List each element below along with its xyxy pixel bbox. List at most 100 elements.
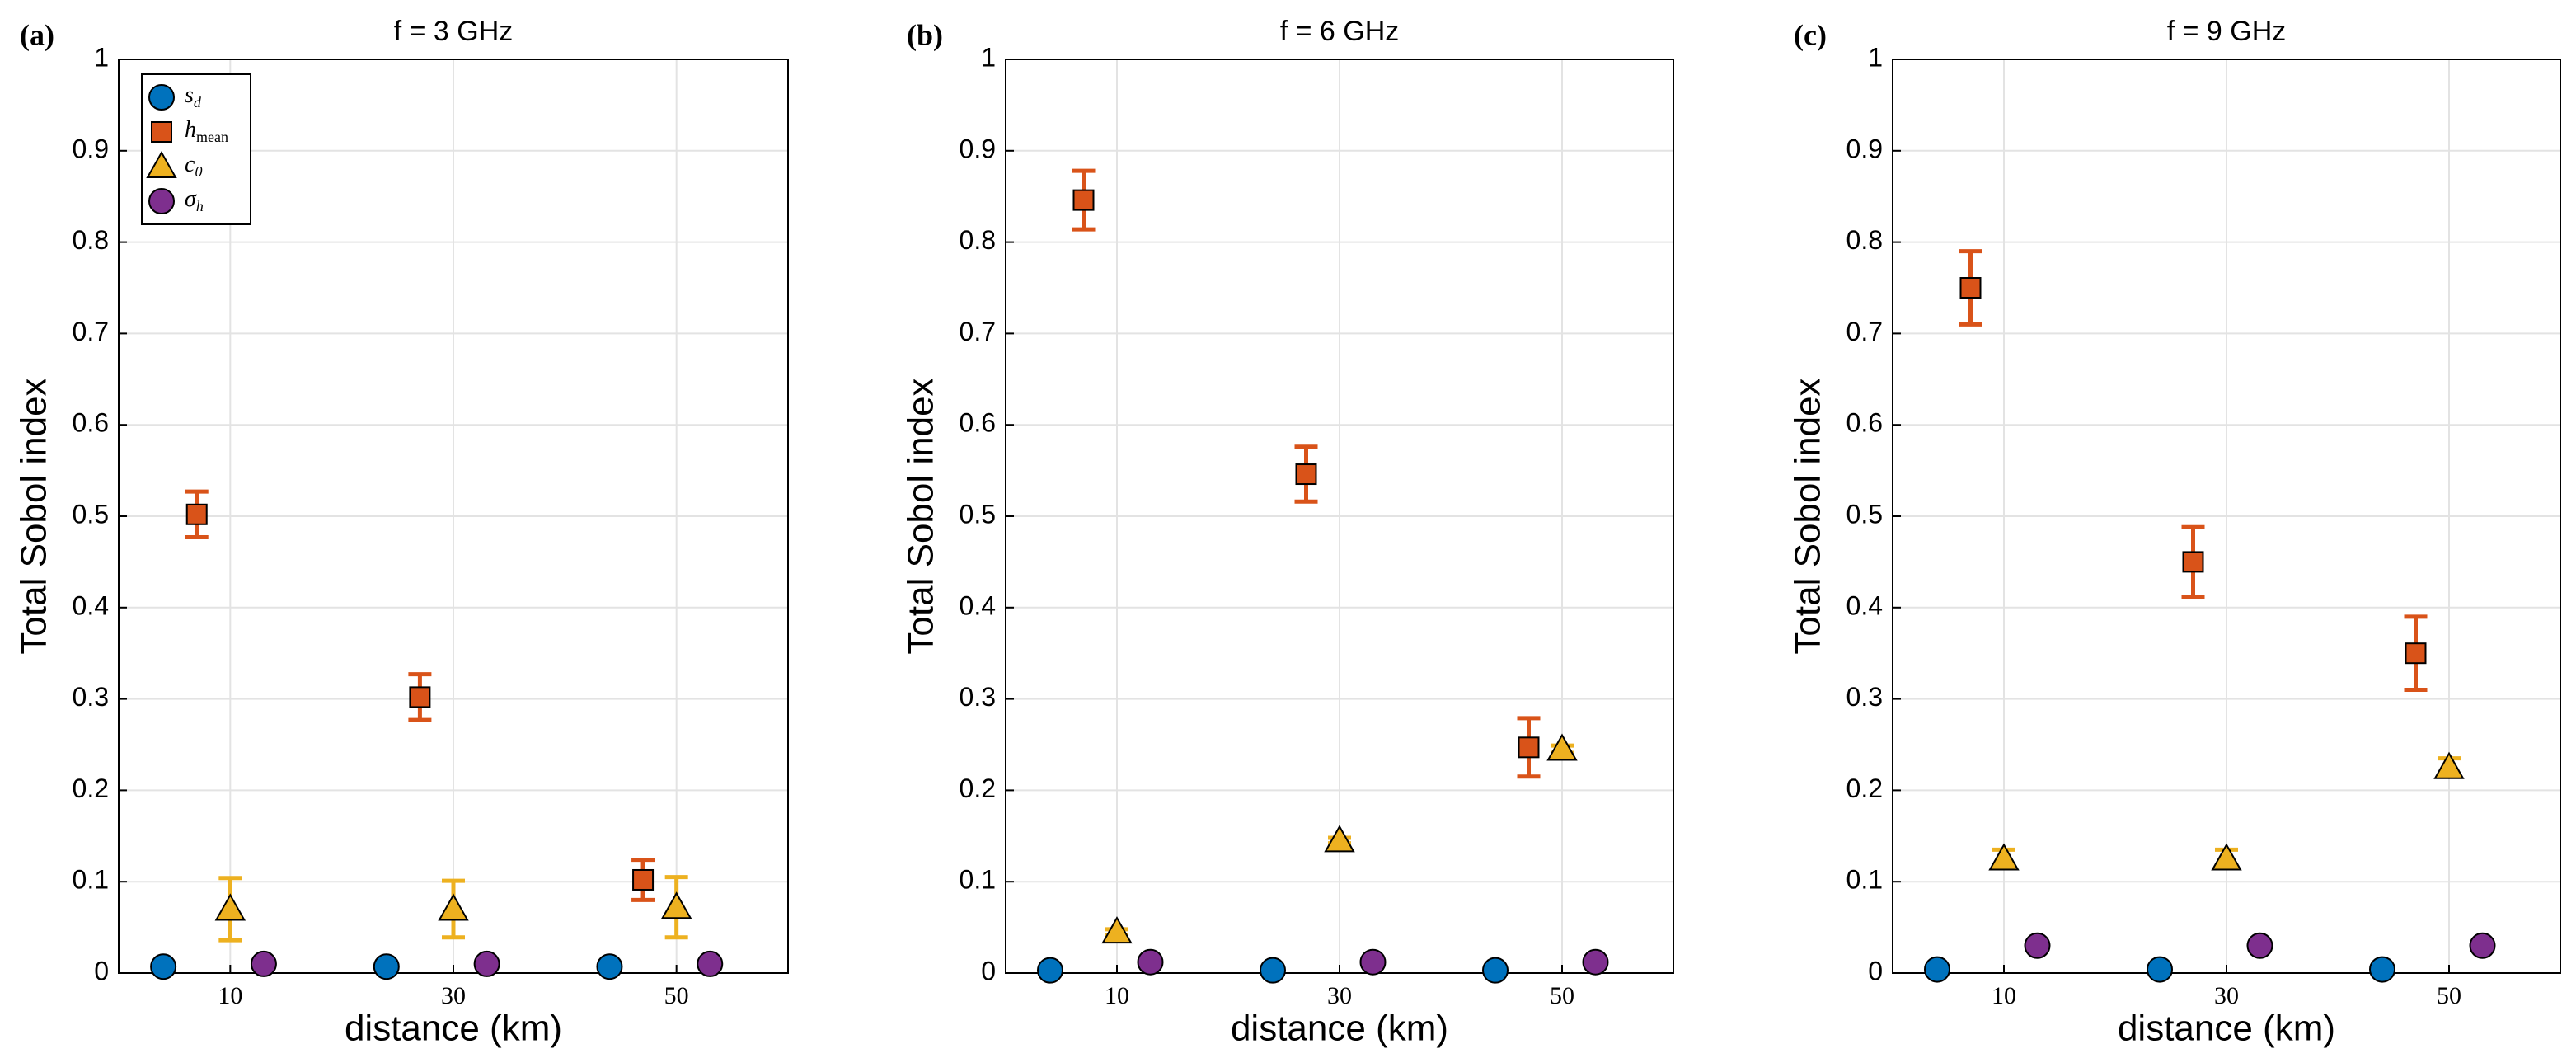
marker-triangle <box>2433 751 2465 779</box>
marker-triangle <box>660 891 692 919</box>
y-tick-label: 0.5 <box>960 499 996 529</box>
axes-box <box>1892 59 2561 974</box>
legend-name: s <box>185 82 194 108</box>
panel-label: (a) <box>20 18 54 51</box>
x-tick-label: 10 <box>1105 982 1129 1009</box>
marker-square <box>185 503 208 525</box>
x-tick-label: 50 <box>1550 982 1574 1009</box>
legend-subscript: d <box>194 94 202 111</box>
marker-circle <box>1359 948 1387 976</box>
marker-square <box>1072 189 1095 211</box>
y-tick-label: 0.3 <box>960 682 996 712</box>
x-axis-label: distance (km) <box>345 1009 562 1049</box>
marker-square <box>2405 642 2427 665</box>
y-tick-label: 0.4 <box>960 590 996 620</box>
marker-circle <box>1137 948 1164 976</box>
y-tick-label: 1 <box>94 42 109 72</box>
legend-label: hmean <box>185 117 228 145</box>
x-tick-label: 30 <box>1327 982 1352 1009</box>
y-axis-label: Total Sobol index <box>1788 378 1828 654</box>
y-tick-label: 0.1 <box>1846 865 1883 895</box>
y-axis-label: Total Sobol index <box>14 378 54 654</box>
x-axis-label: distance (km) <box>1231 1009 1448 1049</box>
y-tick-label: 0.4 <box>73 590 109 620</box>
marker-square <box>1959 277 1982 299</box>
y-tick-label: 0.7 <box>960 317 996 346</box>
y-tick-label: 0 <box>94 956 109 985</box>
y-tick-label: 0.6 <box>73 408 109 438</box>
marker-triangle <box>438 893 469 921</box>
x-tick-label: 10 <box>218 982 242 1009</box>
panel: 0 0.1 0.2 0.3 0.4 0.5 0.6 0.7 0.8 0.9 1 10 30 50 f = 9… <box>1788 16 2561 1049</box>
marker-circle <box>473 950 500 977</box>
marker-triangle <box>146 150 177 178</box>
marker-circle <box>697 950 724 977</box>
marker-circle <box>373 953 400 980</box>
marker-circle <box>2246 932 2273 959</box>
marker-circle <box>596 953 623 980</box>
marker-square <box>409 686 431 708</box>
axes-box <box>118 59 789 974</box>
marker-triangle <box>2211 843 2242 871</box>
marker-triangle <box>1101 916 1133 944</box>
x-tick-label: 50 <box>2437 982 2461 1009</box>
y-tick-label: 0.6 <box>1846 408 1883 438</box>
marker-circle <box>1582 948 1609 976</box>
marker-square <box>632 868 655 891</box>
marker-square <box>1295 463 1317 486</box>
legend-name: σ <box>185 186 197 212</box>
marker-circle <box>1037 957 1063 984</box>
marker-triangle <box>1988 843 2020 871</box>
y-tick-label: 0.2 <box>960 774 996 803</box>
marker-square <box>2182 551 2204 573</box>
legend-subscript: 0 <box>195 163 202 180</box>
y-tick-label: 0.9 <box>960 134 996 163</box>
marker-square <box>151 121 172 143</box>
y-tick-label: 0.5 <box>73 499 109 529</box>
y-tick-label: 0.5 <box>1846 499 1883 529</box>
panel: 0 0.1 0.2 0.3 0.4 0.5 0.6 0.7 0.8 0.9 1 10 30 50 f = 6… <box>901 16 1674 1049</box>
y-tick-label: 0.3 <box>73 682 109 712</box>
marker-circle <box>148 188 175 214</box>
y-tick-label: 0.6 <box>960 408 996 438</box>
marker-circle <box>148 84 175 111</box>
marker-circle <box>2024 932 2051 959</box>
chart-title: f = 9 GHz <box>2167 16 2287 47</box>
legend-subscript: mean <box>196 129 228 145</box>
chart-title: f = 3 GHz <box>394 16 514 47</box>
y-tick-label: 0.8 <box>73 225 109 255</box>
y-tick-label: 0.2 <box>73 774 109 803</box>
x-tick-label: 30 <box>2214 982 2239 1009</box>
y-tick-label: 0.9 <box>1846 134 1883 163</box>
y-tick-label: 0 <box>981 956 996 985</box>
y-tick-label: 0 <box>1868 956 1883 985</box>
panel: 0 0.1 0.2 0.3 0.4 0.5 0.6 0.7 0.8 0.9 1 10 30 50 f = 3… <box>14 16 789 1049</box>
marker-circle <box>1482 957 1509 984</box>
legend-label: c0 <box>185 152 202 180</box>
x-tick-label: 30 <box>441 982 466 1009</box>
axes-box <box>1005 59 1674 974</box>
chart-title: f = 6 GHz <box>1280 16 1400 47</box>
marker-triangle <box>1546 733 1578 761</box>
legend-subscript: h <box>196 198 204 214</box>
y-tick-label: 0.8 <box>960 225 996 255</box>
marker-circle <box>150 953 177 980</box>
y-tick-label: 0.9 <box>73 134 109 163</box>
y-tick-label: 0.7 <box>1846 317 1883 346</box>
marker-square <box>1518 736 1540 759</box>
marker-triangle <box>214 893 246 921</box>
y-tick-label: 1 <box>1868 42 1883 72</box>
panel-label: (b) <box>907 18 943 51</box>
marker-circle <box>2369 956 2395 983</box>
marker-circle <box>1924 956 1950 983</box>
marker-circle <box>250 950 277 977</box>
x-tick-label: 50 <box>664 982 689 1009</box>
panel-label: (c) <box>1794 18 1827 51</box>
y-axis-label: Total Sobol index <box>901 378 941 654</box>
x-tick-label: 10 <box>1992 982 2016 1009</box>
y-tick-label: 0.1 <box>73 865 109 895</box>
y-tick-label: 0.3 <box>1846 682 1883 712</box>
marker-circle <box>2469 932 2496 959</box>
marker-circle <box>2147 956 2173 983</box>
